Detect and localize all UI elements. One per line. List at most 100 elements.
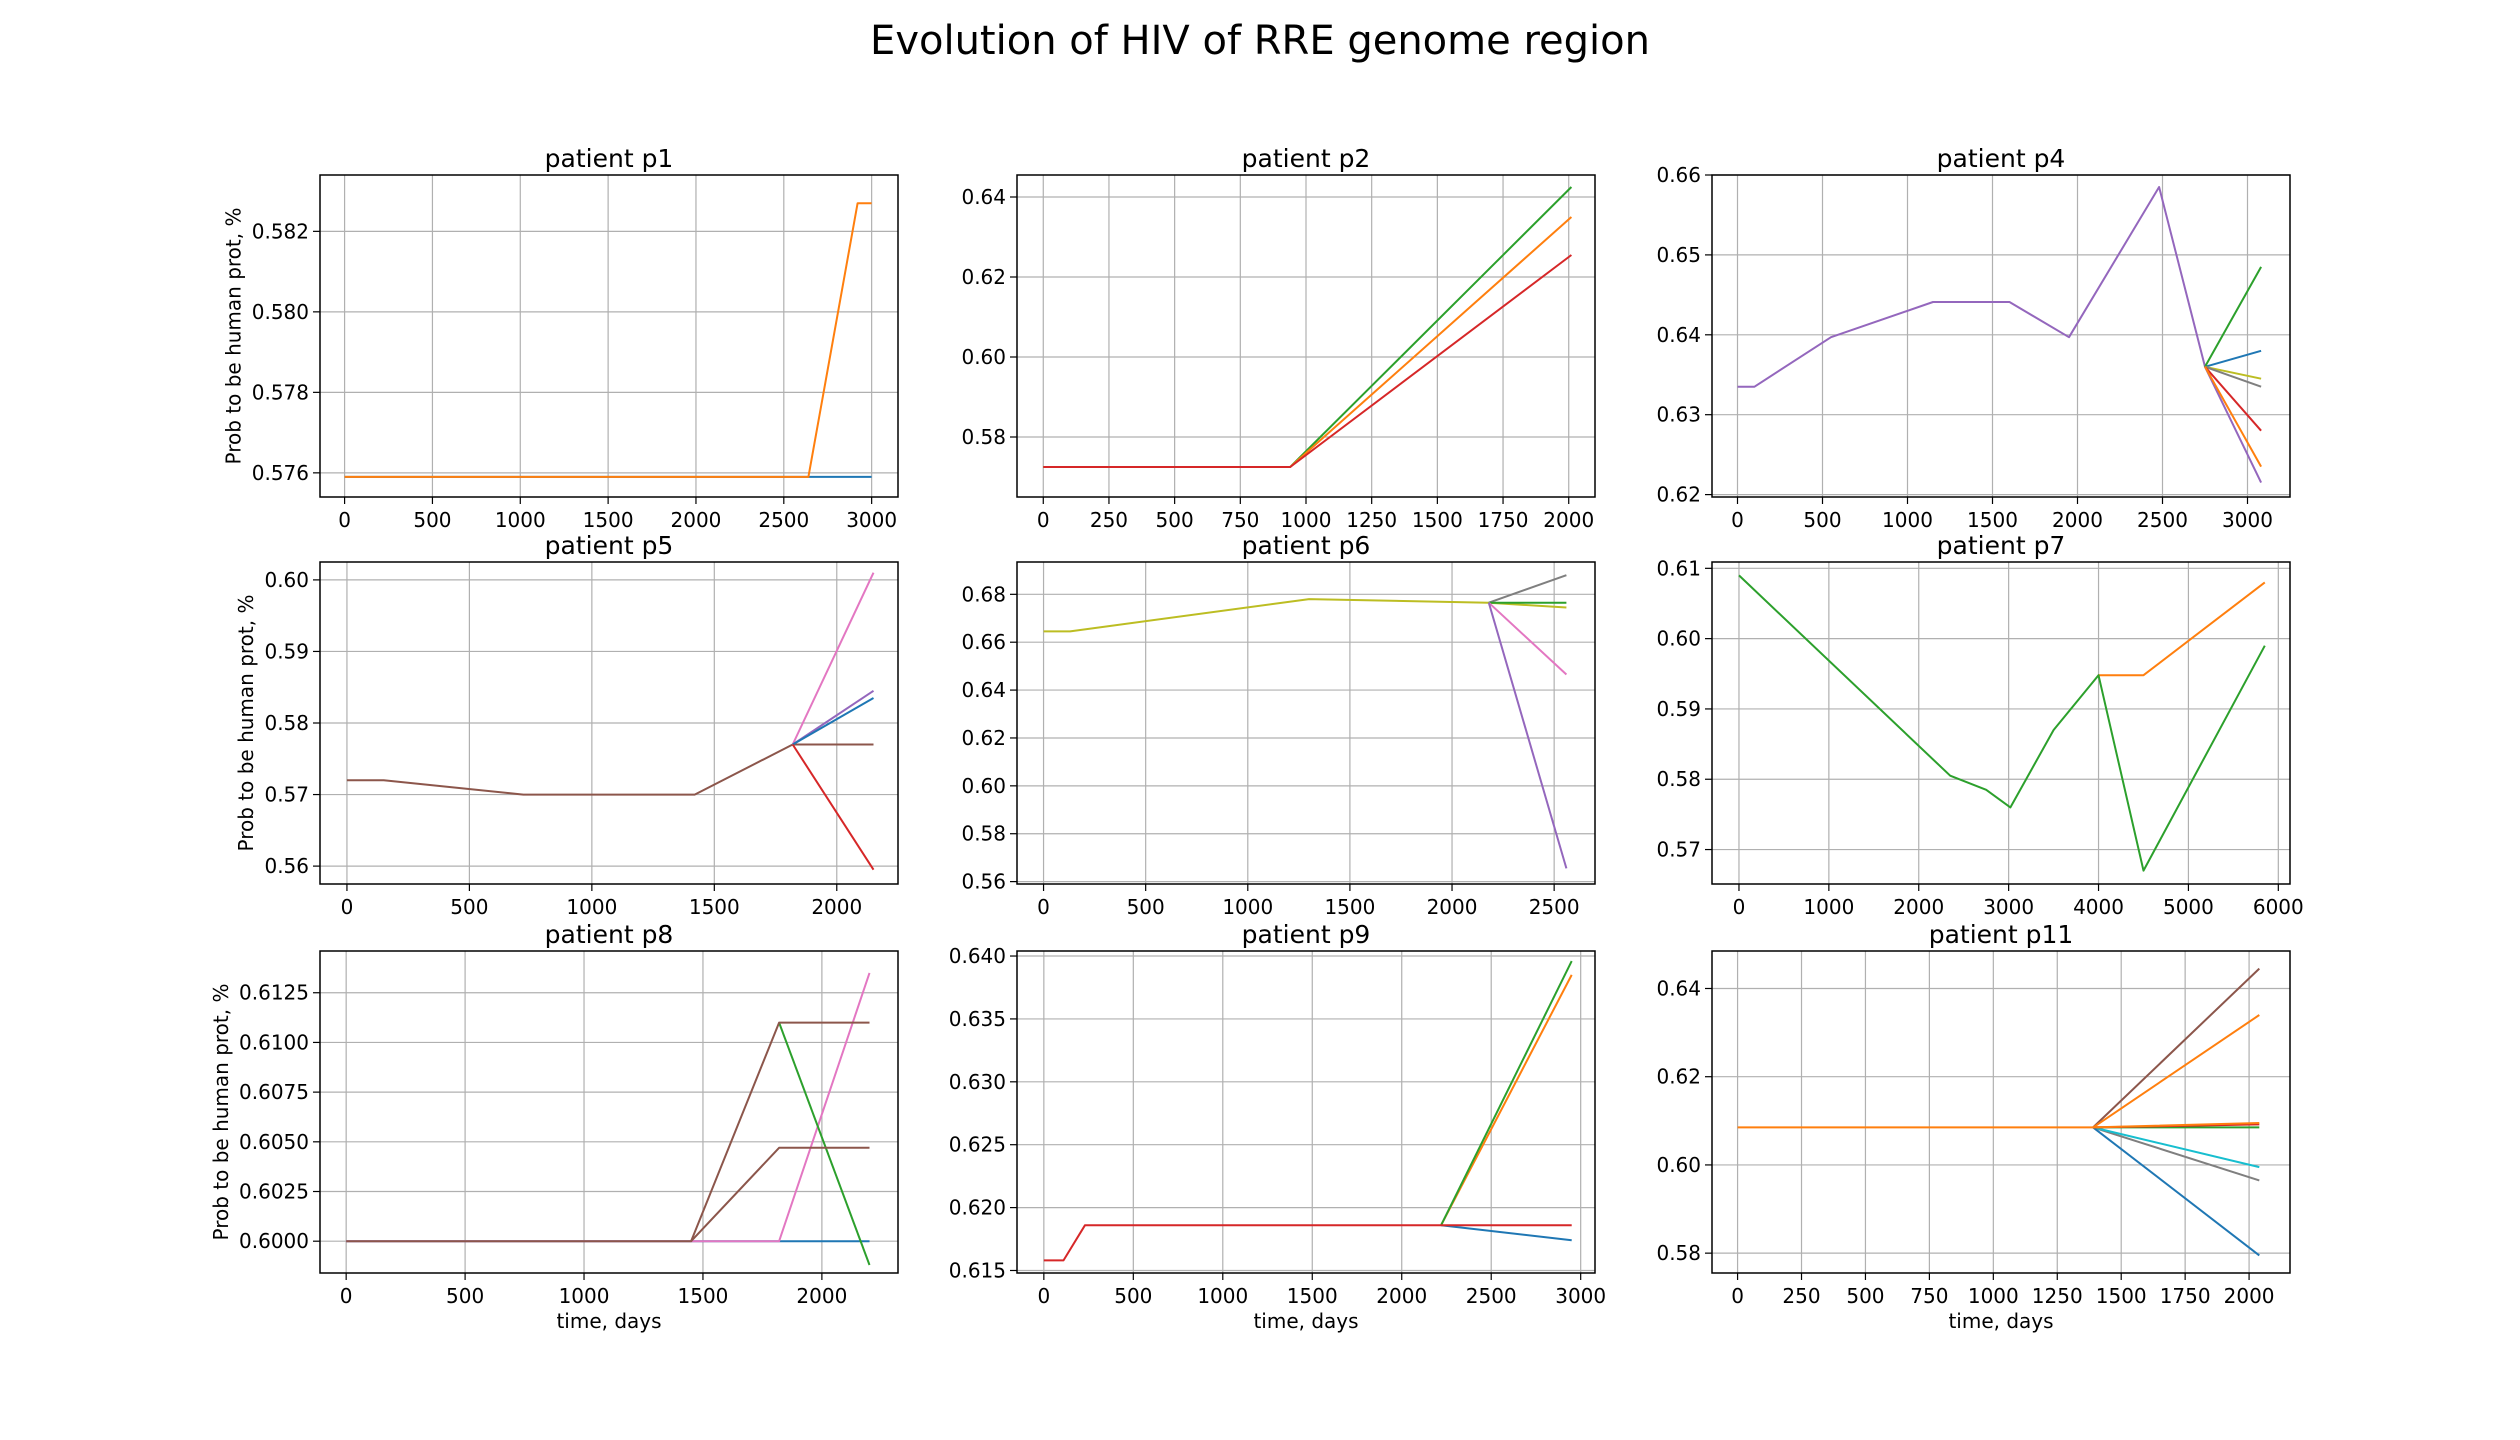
chart-3-xtick-label-2: 1000 — [1882, 508, 1933, 532]
chart-1-xtick-label-0: 0 — [338, 508, 351, 532]
chart-1-ylabel: Prob to be human prot, % — [222, 208, 246, 465]
chart-3-series-6 — [2204, 366, 2262, 468]
chart-6-xtick-label-0: 0 — [1733, 895, 1746, 919]
chart-7-frame — [319, 950, 899, 1274]
chart-9-series-7 — [2092, 1014, 2260, 1129]
chart-6-title: patient p7 — [1937, 531, 2066, 560]
chart-9-series-0 — [2092, 967, 2260, 1129]
chart-2-ytick-label-1: 0.60 — [961, 345, 1006, 369]
chart-8-xlabel: time, days — [1253, 1309, 1358, 1333]
chart-5-ytick-label-3: 0.62 — [961, 726, 1006, 750]
chart-1-panel: 0 500 1000 1500 2000 2500 3000 0.576 0.578 0.580 0… — [222, 144, 899, 532]
chart-2-xtick-label-0: 0 — [1037, 508, 1050, 532]
chart-3-ytick-label-3: 0.65 — [1656, 243, 1701, 267]
chart-6-ytick-label-0: 0.57 — [1656, 838, 1701, 862]
chart-8-title: patient p9 — [1242, 920, 1371, 949]
chart-3-ytick-label-0: 0.62 — [1656, 483, 1701, 507]
chart-1-xtick-label-2: 1000 — [495, 508, 546, 532]
chart-8-series-0 — [1440, 1224, 1572, 1242]
chart-4-ytick-label-3: 0.59 — [264, 639, 309, 663]
chart-7-xtick-label-2: 1000 — [559, 1284, 610, 1308]
chart-8-xtick-label-0: 0 — [1037, 1284, 1050, 1308]
chart-3-panel: 0 500 1000 1500 2000 2500 3000 0.62 0.63 0.64 0.65… — [1656, 144, 2291, 532]
chart-7-ytick-label-5: 0.6125 — [239, 981, 309, 1005]
chart-3-series-2 — [2204, 266, 2262, 368]
chart-2-xtick-label-8: 2000 — [1543, 508, 1594, 532]
chart-6-xtick-label-4: 4000 — [2073, 895, 2124, 919]
chart-9-frame — [1711, 950, 2291, 1274]
chart-9-ytick-label-2: 0.62 — [1656, 1065, 1701, 1089]
chart-1-xtick-label-5: 2500 — [758, 508, 809, 532]
chart-3-series-0 — [1737, 186, 2263, 484]
chart-9-xtick-label-3: 750 — [1910, 1284, 1948, 1308]
chart-1-ytick-label-3: 0.582 — [252, 219, 309, 243]
chart-9-xtick-label-8: 2000 — [2224, 1284, 2275, 1308]
chart-9-series-3 — [2092, 1126, 2260, 1257]
chart-1-xtick-label-1: 500 — [413, 508, 451, 532]
chart-8-series-1 — [1440, 974, 1573, 1226]
chart-6-panel: 0 1000 2000 3000 4000 5000 6000 0.57 0.58 0.59 0.6… — [1656, 531, 2303, 919]
chart-4-xtick-label-2: 1000 — [566, 895, 617, 919]
chart-3-frame — [1711, 174, 2291, 498]
chart-9-xtick-label-5: 1250 — [2032, 1284, 2083, 1308]
chart-9-ytick-label-1: 0.60 — [1656, 1153, 1701, 1177]
chart-4-title: patient p5 — [545, 531, 674, 560]
chart-5-ytick-label-1: 0.58 — [961, 822, 1006, 846]
chart-7-xtick-label-3: 1500 — [678, 1284, 729, 1308]
chart-8-xtick-label-5: 2500 — [1466, 1284, 1517, 1308]
chart-3-series-1 — [2204, 349, 2262, 368]
chart-7-panel: 0 500 1000 1500 2000 0.6000 0.6025 0.6050 0.6075… — [209, 920, 899, 1333]
chart-8-ytick-label-1: 0.620 — [949, 1196, 1006, 1220]
chart-5-ytick-label-2: 0.60 — [961, 774, 1006, 798]
chart-4-ylabel: Prob to be human prot, % — [234, 595, 258, 852]
chart-5-xtick-label-2: 1000 — [1222, 895, 1273, 919]
chart-2-series-0 — [1043, 186, 1573, 468]
chart-6-series-1 — [1738, 574, 2266, 872]
chart-7-xlabel: time, days — [556, 1309, 661, 1333]
chart-4-series-3 — [792, 697, 874, 746]
chart-9-title: patient p11 — [1929, 920, 2074, 949]
chart-4-xtick-label-1: 500 — [450, 895, 488, 919]
chart-6-frame — [1711, 561, 2291, 885]
chart-9-xtick-label-6: 1500 — [2096, 1284, 2147, 1308]
chart-1-frame — [319, 174, 899, 498]
chart-2-xtick-label-2: 500 — [1156, 508, 1194, 532]
chart-5-xtick-label-0: 0 — [1037, 895, 1050, 919]
chart-2-ytick-label-0: 0.58 — [961, 425, 1006, 449]
chart-7-series-2 — [778, 1022, 871, 1266]
chart-7-ytick-label-4: 0.6100 — [239, 1030, 309, 1054]
chart-3-xtick-label-6: 3000 — [2222, 508, 2273, 532]
chart-7-series-1 — [346, 972, 871, 1243]
chart-9-ytick-label-3: 0.64 — [1656, 976, 1701, 1000]
chart-8-xtick-label-4: 2000 — [1376, 1284, 1427, 1308]
chart-2-series-2 — [1043, 254, 1573, 468]
chart-3-xtick-label-5: 2500 — [2137, 508, 2188, 532]
chart-1-ytick-label-2: 0.580 — [252, 300, 309, 324]
chart-7-series-3 — [346, 1021, 870, 1243]
chart-8-frame — [1016, 950, 1596, 1274]
chart-3-ytick-label-4: 0.66 — [1656, 163, 1701, 187]
chart-3-series-4 — [2204, 365, 2262, 388]
chart-4-xtick-label-4: 2000 — [811, 895, 862, 919]
chart-5-frame — [1016, 561, 1596, 885]
chart-9-series-1 — [2092, 1126, 2260, 1182]
chart-6-ytick-label-1: 0.58 — [1656, 767, 1701, 791]
chart-6-series-0 — [2098, 581, 2266, 677]
chart-6-ytick-label-2: 0.59 — [1656, 697, 1701, 721]
chart-5-series-3 — [1488, 601, 1568, 676]
chart-8-ytick-label-4: 0.635 — [949, 1007, 1006, 1031]
chart-5-ytick-label-6: 0.68 — [961, 582, 1006, 606]
chart-6-xtick-label-2: 2000 — [1893, 895, 1944, 919]
chart-3-title: patient p4 — [1937, 144, 2066, 173]
chart-7-ytick-label-0: 0.6000 — [239, 1229, 309, 1253]
chart-4-series-0 — [346, 743, 874, 796]
chart-1-ytick-label-1: 0.578 — [252, 380, 309, 404]
chart-6-xtick-label-3: 3000 — [1983, 895, 2034, 919]
chart-3-xtick-label-4: 2000 — [2052, 508, 2103, 532]
chart-5-panel: 0 500 1000 1500 2000 2500 0.56 0.58 0.60 0.62 0.64… — [961, 531, 1596, 919]
chart-9-ytick-label-0: 0.58 — [1656, 1241, 1701, 1265]
chart-7-ylabel: Prob to be human prot, % — [209, 984, 233, 1241]
chart-1-xtick-label-4: 2000 — [671, 508, 722, 532]
chart-3-xtick-label-3: 1500 — [1967, 508, 2018, 532]
chart-8-ytick-label-2: 0.625 — [949, 1133, 1006, 1157]
